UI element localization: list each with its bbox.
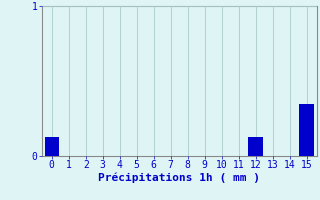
Bar <box>248 137 263 156</box>
X-axis label: Précipitations 1h ( mm ): Précipitations 1h ( mm ) <box>98 173 260 183</box>
Bar <box>300 104 314 156</box>
Bar <box>44 137 59 156</box>
